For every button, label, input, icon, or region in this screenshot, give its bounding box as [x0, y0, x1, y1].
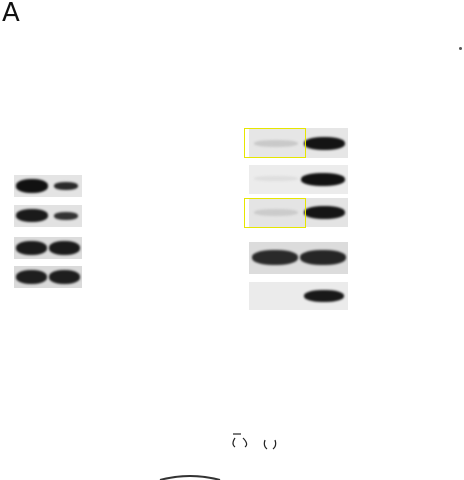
right-band-3-lane-2: [304, 206, 345, 219]
right-blot-row-5: [249, 282, 348, 310]
left-band-1-lane-2: [54, 182, 78, 190]
right-band-2-lane-2: [301, 173, 345, 186]
right-blot-row-4: [249, 242, 348, 274]
left-band-4-lane-2: [49, 270, 80, 284]
right-band-2-lane-1: [254, 176, 298, 181]
left-band-4-lane-1: [16, 270, 47, 284]
bottom-glyph-marks: [232, 433, 277, 450]
panel-label: A: [2, 0, 20, 28]
left-band-2-lane-1: [16, 209, 48, 222]
right-band-1-lane-1: [254, 140, 298, 147]
left-blot-row-1: [14, 175, 82, 197]
highlight-box-row-1: [244, 128, 306, 158]
highlight-box-row-3: [244, 198, 306, 228]
right-band-4-lane-2: [300, 250, 346, 265]
left-band-2-lane-2: [54, 212, 78, 220]
right-band-4-lane-1: [252, 250, 298, 265]
left-blot-row-3: [14, 237, 82, 259]
left-band-1-lane-1: [16, 179, 48, 193]
right-band-1-lane-2: [304, 137, 345, 150]
right-band-3-lane-1: [254, 209, 298, 216]
left-band-3-lane-1: [16, 241, 47, 255]
corner-dot: [459, 47, 462, 50]
right-blot-row-3: [249, 198, 348, 227]
right-blot-row-2: [249, 165, 348, 194]
left-blot-row-2: [14, 205, 82, 227]
bottom-edge-smudge: [159, 475, 221, 480]
right-blot-row-1: [249, 128, 348, 158]
left-band-3-lane-2: [49, 241, 80, 255]
left-blot-row-4: [14, 266, 82, 288]
right-band-5-lane-2: [304, 290, 344, 302]
